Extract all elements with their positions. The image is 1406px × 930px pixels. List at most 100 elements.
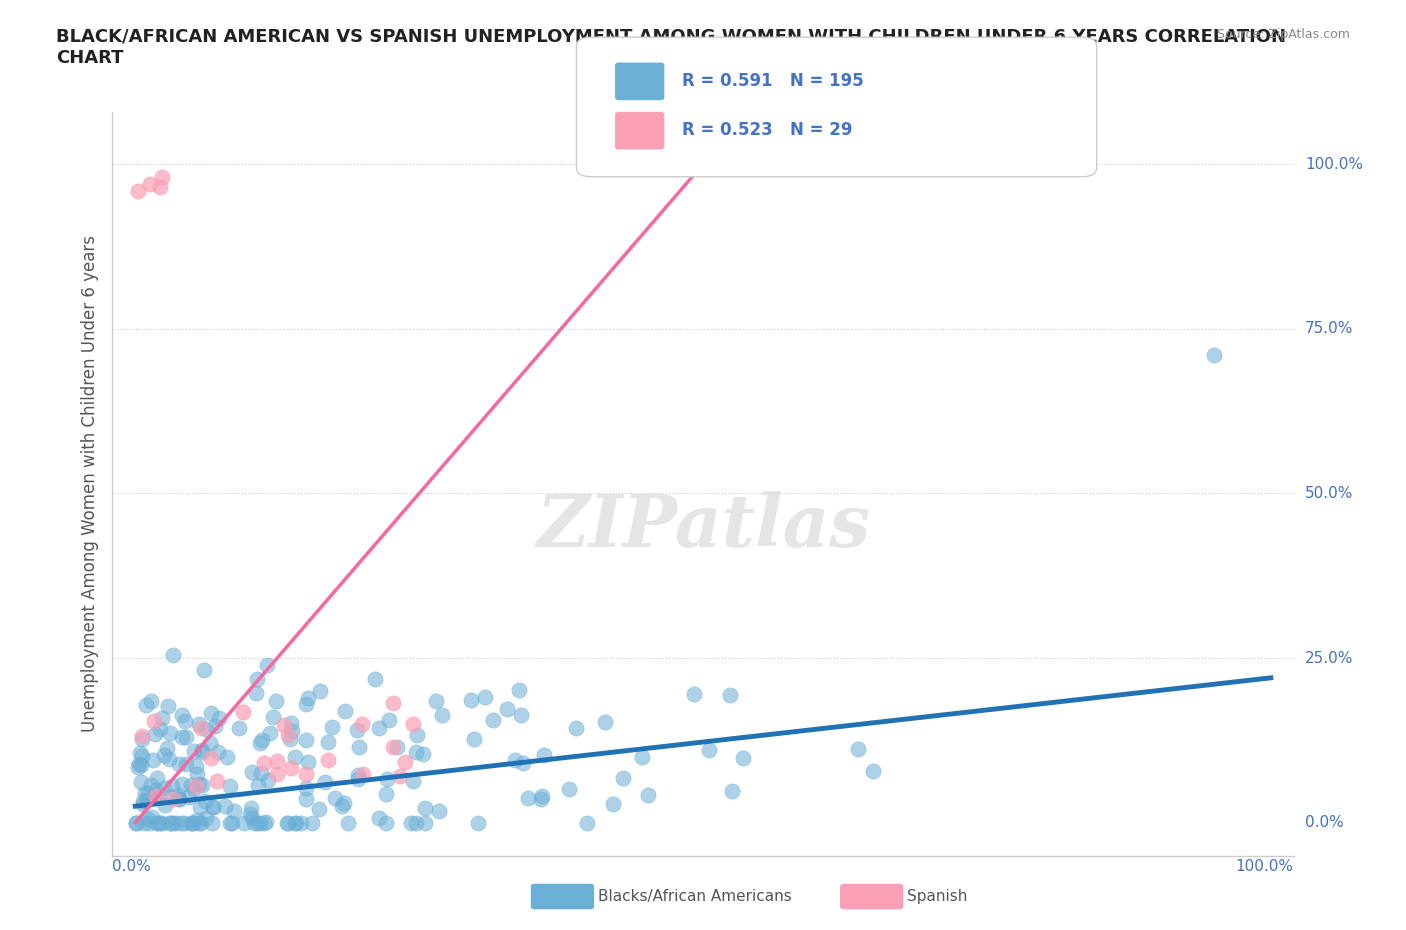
Point (183, 782, 205, 797)
Point (402, 716, 425, 731)
Point (146, 816, 169, 830)
Point (187, 717, 209, 732)
Point (169, 791, 191, 806)
Point (349, 739, 371, 754)
Point (159, 816, 181, 830)
Point (150, 711, 173, 725)
Point (283, 816, 305, 830)
Point (186, 759, 208, 774)
Point (193, 662, 215, 677)
Point (136, 812, 159, 827)
Point (277, 727, 299, 742)
Point (184, 779, 207, 794)
Point (257, 772, 280, 787)
Text: 50.0%: 50.0% (1305, 486, 1353, 501)
Point (346, 768, 368, 783)
Point (862, 764, 884, 778)
Point (247, 777, 270, 792)
Point (254, 814, 277, 829)
Point (266, 766, 288, 781)
Point (228, 721, 250, 736)
Point (239, 806, 262, 821)
Point (321, 720, 343, 735)
Point (564, 720, 586, 735)
Y-axis label: Unemployment Among Women with Children Under 6 years: Unemployment Among Women with Children U… (80, 235, 98, 732)
Point (333, 795, 356, 810)
Point (125, 816, 148, 830)
Point (156, 740, 179, 755)
Point (141, 693, 163, 708)
Point (129, 775, 152, 790)
Text: 25.0%: 25.0% (1305, 651, 1353, 666)
Point (295, 780, 318, 795)
Point (245, 685, 267, 700)
Point (153, 780, 176, 795)
Point (314, 775, 336, 790)
Text: Blacks/African Americans: Blacks/African Americans (598, 889, 792, 904)
Text: R = 0.591   N = 195: R = 0.591 N = 195 (682, 72, 863, 90)
Point (375, 771, 398, 786)
Point (186, 766, 208, 781)
Point (294, 733, 316, 748)
Point (208, 711, 231, 726)
Point (159, 790, 181, 804)
Point (135, 698, 157, 712)
Point (202, 800, 225, 815)
Point (214, 799, 236, 814)
Point (125, 816, 148, 830)
Point (385, 739, 408, 754)
Point (405, 745, 427, 760)
Point (346, 723, 368, 737)
Point (388, 769, 411, 784)
Point (612, 770, 634, 785)
Point (201, 800, 224, 815)
Point (352, 716, 374, 731)
Point (207, 744, 229, 759)
Point (277, 816, 299, 830)
Point (1202, 348, 1225, 363)
Point (146, 770, 169, 785)
Point (222, 804, 245, 818)
Point (191, 742, 214, 757)
Point (127, 760, 149, 775)
Point (460, 693, 482, 708)
Point (683, 687, 706, 702)
Point (297, 690, 319, 705)
Point (731, 751, 754, 765)
Point (576, 816, 599, 830)
Point (481, 712, 503, 727)
Point (290, 816, 312, 830)
Point (249, 816, 271, 830)
Point (432, 708, 454, 723)
Point (246, 671, 269, 686)
Point (167, 757, 190, 772)
Point (150, 816, 173, 830)
Point (301, 816, 323, 830)
Text: 100.0%: 100.0% (1305, 157, 1362, 172)
Point (195, 811, 218, 826)
Point (281, 724, 304, 738)
Point (250, 733, 273, 748)
Point (221, 816, 243, 830)
Point (240, 800, 263, 815)
Point (533, 748, 555, 763)
Point (240, 810, 263, 825)
Point (512, 755, 534, 770)
Text: Spanish: Spanish (907, 889, 967, 904)
Point (173, 714, 195, 729)
Point (131, 731, 153, 746)
Point (415, 816, 437, 830)
Point (162, 778, 184, 793)
Point (167, 788, 190, 803)
Point (280, 715, 302, 730)
Point (463, 731, 485, 746)
Point (595, 714, 617, 729)
Point (205, 774, 228, 789)
Point (252, 755, 274, 770)
Point (172, 708, 194, 723)
Point (364, 671, 387, 686)
Point (132, 796, 155, 811)
Text: 0.0%: 0.0% (1305, 816, 1344, 830)
Text: 75.0%: 75.0% (1305, 322, 1353, 337)
Point (153, 748, 176, 763)
